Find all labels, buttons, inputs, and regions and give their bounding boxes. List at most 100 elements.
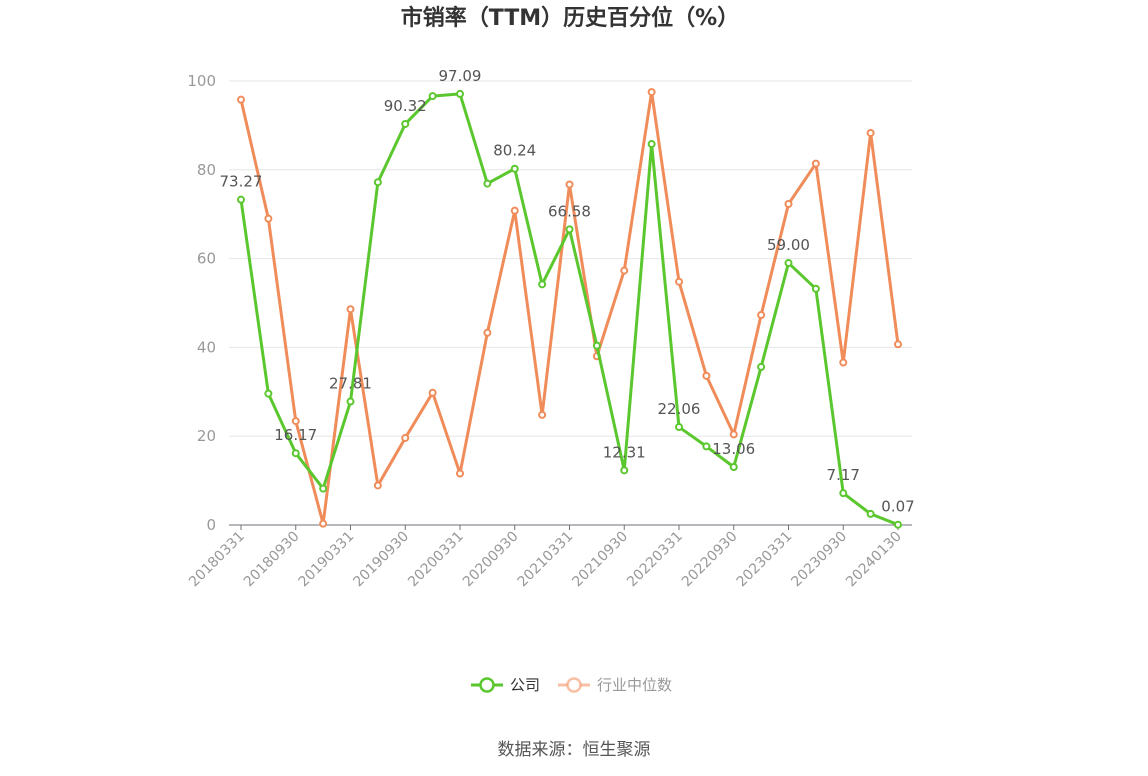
legend-label-industry-median: 行业中位数 — [597, 676, 672, 694]
x-tick-label: 20230331 — [734, 529, 796, 591]
data-point-company[interactable] — [483, 179, 492, 188]
data-label: 13.06 — [712, 440, 755, 458]
data-point-company[interactable] — [592, 341, 601, 350]
data-labels: 73.27 16.17 27.81 90.32 97.09 80.24 66.58 12.31… — [220, 67, 915, 516]
legend-label-company: 公司 — [510, 676, 540, 694]
x-tick-label: 20230930 — [788, 529, 850, 591]
y-tick-label: 20 — [197, 427, 216, 445]
data-point-industry-median[interactable] — [839, 358, 848, 367]
data-point-company[interactable] — [757, 362, 766, 371]
data-point-company[interactable] — [894, 520, 902, 529]
data-point-industry-median[interactable] — [538, 410, 547, 419]
x-tick-label: 20200930 — [460, 529, 522, 591]
data-point-industry-median[interactable] — [401, 433, 410, 442]
data-point-industry-median[interactable] — [729, 430, 738, 439]
data-point-industry-median[interactable] — [647, 88, 656, 97]
x-tick-label: 20180331 — [186, 529, 248, 591]
data-point-industry-median[interactable] — [565, 180, 574, 189]
data-point-industry-median[interactable] — [866, 128, 875, 137]
x-tick-label: 20220930 — [679, 529, 741, 591]
series-company — [237, 89, 902, 529]
series-group — [237, 88, 902, 529]
x-tick-label: 20190331 — [296, 529, 358, 591]
data-point-company[interactable] — [647, 140, 656, 149]
data-point-company[interactable] — [346, 397, 355, 406]
data-point-industry-median[interactable] — [373, 481, 382, 490]
data-point-company[interactable] — [264, 389, 273, 398]
legend-marker-industry-median — [566, 677, 582, 693]
data-label: 27.81 — [329, 375, 372, 393]
data-label: 22.06 — [658, 400, 701, 418]
x-tick-label: 20220331 — [624, 529, 686, 591]
legend-item-company[interactable]: 公司 — [471, 676, 540, 694]
y-tick-label: 0 — [206, 516, 216, 534]
data-point-industry-median[interactable] — [757, 310, 766, 319]
data-point-industry-median[interactable] — [237, 95, 245, 104]
data-label: 80.24 — [493, 142, 536, 160]
data-point-industry-median[interactable] — [483, 328, 492, 337]
data-point-company[interactable] — [510, 164, 519, 173]
data-point-industry-median[interactable] — [456, 469, 464, 478]
data-point-industry-median[interactable] — [428, 388, 437, 397]
data-label: 90.32 — [384, 97, 427, 115]
series-line-industry-median — [239, 90, 900, 526]
data-point-company[interactable] — [373, 178, 382, 187]
x-axis: 2018033120180930201903312019093020200331… — [186, 524, 912, 591]
data-point-company[interactable] — [620, 466, 629, 475]
data-label: 16.17 — [274, 426, 317, 444]
data-point-company[interactable] — [319, 484, 328, 493]
data-point-company[interactable] — [811, 284, 820, 293]
x-tick-label: 20190930 — [350, 529, 412, 591]
data-label: 59.00 — [767, 236, 810, 254]
y-tick-label: 80 — [197, 161, 216, 179]
data-point-company[interactable] — [456, 89, 464, 98]
data-label: 0.07 — [881, 498, 914, 516]
data-point-company[interactable] — [291, 449, 300, 458]
legend-marker-company — [479, 677, 495, 693]
y-axis: 0 20 40 60 80 100 — [187, 72, 216, 534]
data-point-industry-median[interactable] — [346, 305, 355, 314]
x-tick-label: 20210930 — [569, 529, 631, 591]
data-point-industry-median[interactable] — [811, 159, 820, 168]
data-point-company[interactable] — [538, 280, 547, 289]
data-point-company[interactable] — [675, 423, 683, 432]
x-tick-label: 20200331 — [405, 529, 467, 591]
data-label: 12.31 — [603, 443, 646, 461]
x-tick-label: 20240130 — [843, 529, 905, 591]
data-point-company[interactable] — [839, 489, 848, 498]
data-label: 66.58 — [548, 202, 591, 220]
data-source: 数据来源：恒生聚源 — [498, 740, 651, 760]
data-label: 7.17 — [827, 466, 860, 484]
data-point-industry-median[interactable] — [675, 277, 683, 286]
data-point-industry-median[interactable] — [702, 371, 711, 380]
x-tick-label: 20180930 — [241, 529, 303, 591]
data-point-company[interactable] — [866, 509, 875, 518]
data-point-company[interactable] — [729, 463, 738, 472]
legend-item-industry-median[interactable]: 行业中位数 — [558, 676, 672, 694]
data-label: 97.09 — [439, 67, 482, 85]
data-point-company[interactable] — [428, 92, 437, 101]
data-point-company[interactable] — [237, 195, 245, 204]
y-tick-label: 100 — [187, 72, 216, 90]
data-point-industry-median[interactable] — [894, 340, 902, 349]
series-industry-median — [237, 88, 902, 528]
data-point-industry-median[interactable] — [291, 417, 300, 426]
data-point-industry-median[interactable] — [620, 266, 629, 275]
chart-title: 市销率（TTM）历史百分位（%） — [401, 5, 739, 31]
series-line-company — [239, 92, 899, 527]
data-point-industry-median[interactable] — [264, 214, 273, 223]
x-tick-label: 20210331 — [515, 529, 577, 591]
data-point-industry-median[interactable] — [319, 519, 328, 528]
grid — [229, 80, 912, 437]
data-point-company[interactable] — [784, 259, 793, 268]
y-tick-label: 60 — [197, 250, 216, 268]
data-point-company[interactable] — [702, 442, 711, 451]
y-tick-label: 40 — [197, 338, 216, 356]
data-point-company[interactable] — [565, 225, 574, 234]
data-point-company[interactable] — [401, 119, 410, 128]
legend: 公司 行业中位数 — [471, 676, 672, 694]
data-point-industry-median[interactable] — [784, 199, 793, 208]
data-point-industry-median[interactable] — [510, 206, 519, 215]
data-label: 73.27 — [220, 173, 263, 191]
